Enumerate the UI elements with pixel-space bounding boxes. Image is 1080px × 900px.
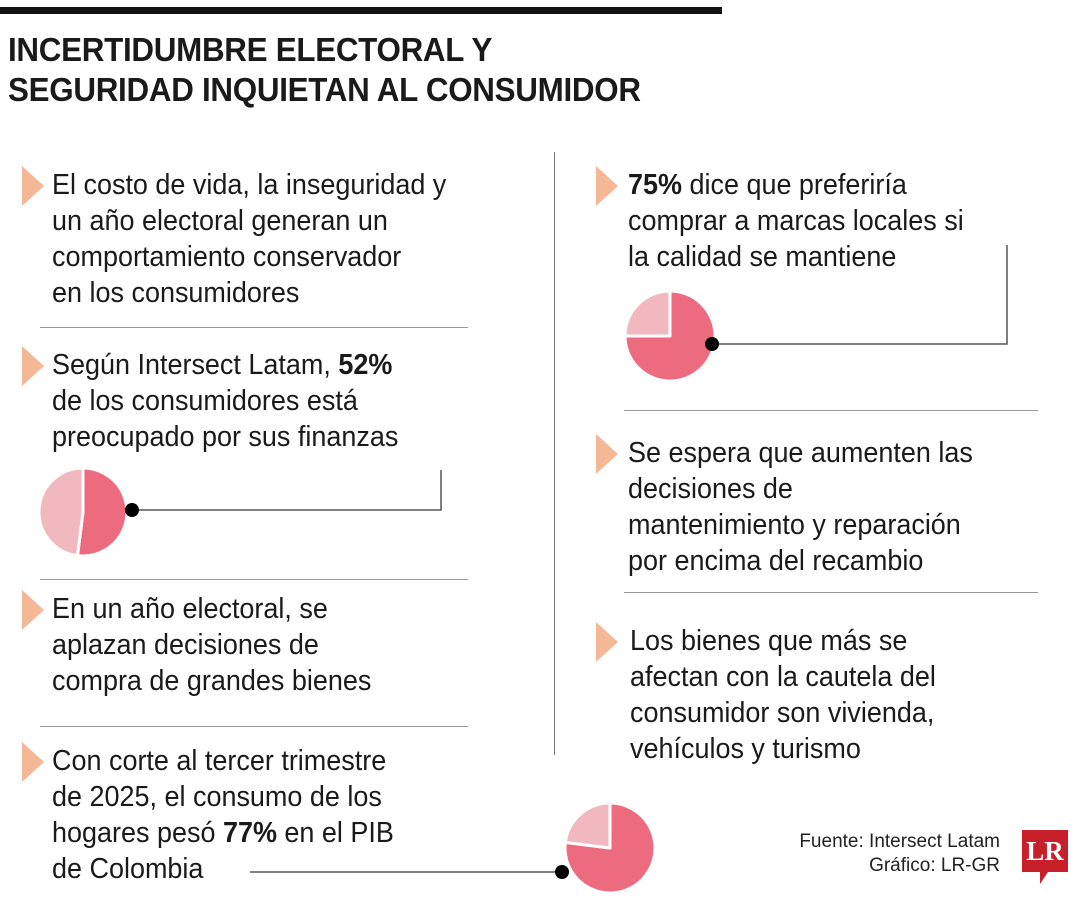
text-line: En un año electoral, se	[52, 591, 371, 627]
divider	[40, 726, 468, 727]
item-maintenance: Se espera que aumenten las decisiones de m…	[628, 435, 973, 579]
text-segment: en los consumidores	[52, 277, 300, 309]
pie-2-slice-remainder	[623, 289, 672, 338]
text-line: Se espera que aumenten las	[628, 435, 973, 471]
item-52-percent: Según Intersect Latam, 52% de los consumi…	[52, 347, 398, 455]
text-segment: dice que preferiría	[681, 169, 907, 201]
text-line: aplazan decisiones de	[52, 627, 371, 663]
item-75-percent: 75% dice que preferiría comprar a marcas …	[628, 167, 964, 275]
title-line-1: INCERTIDUMBRE ELECTORAL Y	[8, 31, 493, 68]
text-line: en los consumidores	[52, 275, 446, 311]
text-line: Los bienes que más se	[630, 623, 936, 659]
text-line: un año electoral generan un	[52, 203, 446, 239]
text-segment: preocupado por sus finanzas	[52, 421, 399, 453]
text-segment: Se espera que aumenten las	[628, 437, 973, 469]
arrow-icon	[596, 166, 618, 206]
text-segment: decisiones de	[628, 473, 793, 505]
highlight-figure: 77%	[222, 817, 277, 849]
text-segment: mantenimiento y reparación	[628, 509, 961, 541]
divider	[40, 579, 468, 580]
text-segment: afectan con la cautela del	[630, 661, 936, 693]
text-line: Según Intersect Latam, 52%	[52, 347, 398, 383]
arrow-icon	[22, 742, 44, 782]
connector-dot	[125, 503, 139, 517]
divider	[40, 327, 468, 328]
text-line: hogares pesó 77% en el PIB	[52, 815, 394, 851]
item-cost-of-living: El costo de vida, la inseguridad y un año…	[52, 167, 446, 311]
text-line: decisiones de	[628, 471, 973, 507]
text-line: comprar a marcas locales si	[628, 203, 964, 239]
text-line: afectan con la cautela del	[630, 659, 936, 695]
title-line-2: SEGURIDAD INQUIETAN AL CONSUMIDOR	[8, 71, 641, 108]
arrow-icon	[596, 622, 618, 662]
page-title: INCERTIDUMBRE ELECTORAL Y SEGURIDAD INQU…	[8, 30, 641, 110]
lr-logo-tail	[1040, 872, 1048, 884]
text-segment: comportamiento conservador	[52, 241, 402, 273]
text-line: de Colombia	[52, 851, 394, 887]
text-segment: aplazan decisiones de	[52, 629, 319, 661]
text-segment: Según Intersect Latam,	[52, 349, 339, 381]
item-electoral-year: En un año electoral, se aplazan decisione…	[52, 591, 371, 699]
arrow-icon	[22, 346, 44, 386]
highlight-figure: 52%	[338, 349, 393, 381]
text-line: El costo de vida, la inseguridad y	[52, 167, 446, 203]
text-line: la calidad se mantiene	[628, 239, 964, 275]
text-segment: hogares pesó	[52, 817, 223, 849]
connector-line	[712, 245, 1008, 345]
text-segment: de los consumidores está	[52, 385, 358, 417]
text-segment: en el PIB	[276, 817, 394, 849]
text-segment: de Colombia	[52, 853, 204, 885]
connector-line	[132, 470, 442, 511]
divider	[624, 410, 1038, 411]
text-line: 75% dice que preferiría	[628, 167, 964, 203]
connector-dot	[705, 337, 719, 351]
divider	[624, 592, 1038, 593]
connector-dot	[555, 865, 569, 879]
text-line: por encima del recambio	[628, 543, 973, 579]
text-line: de los consumidores está	[52, 383, 398, 419]
text-segment: de 2025, el consumo de los	[52, 781, 382, 813]
pie-2-slice-highlight	[623, 289, 717, 383]
text-segment: consumidor son vivienda,	[630, 697, 935, 729]
text-line: compra de grandes bienes	[52, 663, 371, 699]
text-line: de 2025, el consumo de los	[52, 779, 394, 815]
text-segment: por encima del recambio	[628, 545, 924, 577]
text-line: vehículos y turismo	[630, 731, 936, 767]
text-segment: vehículos y turismo	[630, 733, 861, 765]
text-segment: comprar a marcas locales si	[628, 205, 964, 237]
highlight-figure: 75%	[628, 169, 682, 201]
top-rule	[0, 7, 722, 14]
text-segment: En un año electoral, se	[52, 593, 328, 625]
pie-1-slice-highlight	[75, 466, 129, 558]
arrow-icon	[596, 434, 618, 474]
text-line: comportamiento conservador	[52, 239, 446, 275]
text-segment: Los bienes que más se	[630, 625, 908, 657]
arrow-icon	[22, 166, 44, 206]
pie-3-slice-highlight	[563, 801, 657, 895]
source-text: Fuente: Intersect Latam	[799, 831, 1000, 852]
column-divider	[554, 152, 555, 755]
text-line: mantenimiento y reparación	[628, 507, 973, 543]
credit-text: Gráfico: LR-GR	[869, 855, 1000, 876]
text-line: preocupado por sus finanzas	[52, 419, 398, 455]
text-segment: un año electoral generan un	[52, 205, 388, 237]
text-segment: El costo de vida, la inseguridad y	[52, 169, 447, 201]
arrow-icon	[22, 590, 44, 630]
item-affected-goods: Los bienes que más se afectan con la caut…	[630, 623, 936, 767]
item-household-consumption: Con corte al tercer trimestre de 2025, el…	[52, 743, 394, 887]
text-segment: Con corte al tercer trimestre	[52, 745, 387, 777]
pie-3-slice-remainder	[563, 801, 612, 850]
text-line: consumidor son vivienda,	[630, 695, 936, 731]
text-line: Con corte al tercer trimestre	[52, 743, 394, 779]
text-segment: compra de grandes bienes	[52, 665, 372, 697]
text-segment: la calidad se mantiene	[628, 241, 897, 273]
lr-logo: LR	[1022, 830, 1068, 872]
pie-1-slice-remainder	[37, 466, 85, 558]
